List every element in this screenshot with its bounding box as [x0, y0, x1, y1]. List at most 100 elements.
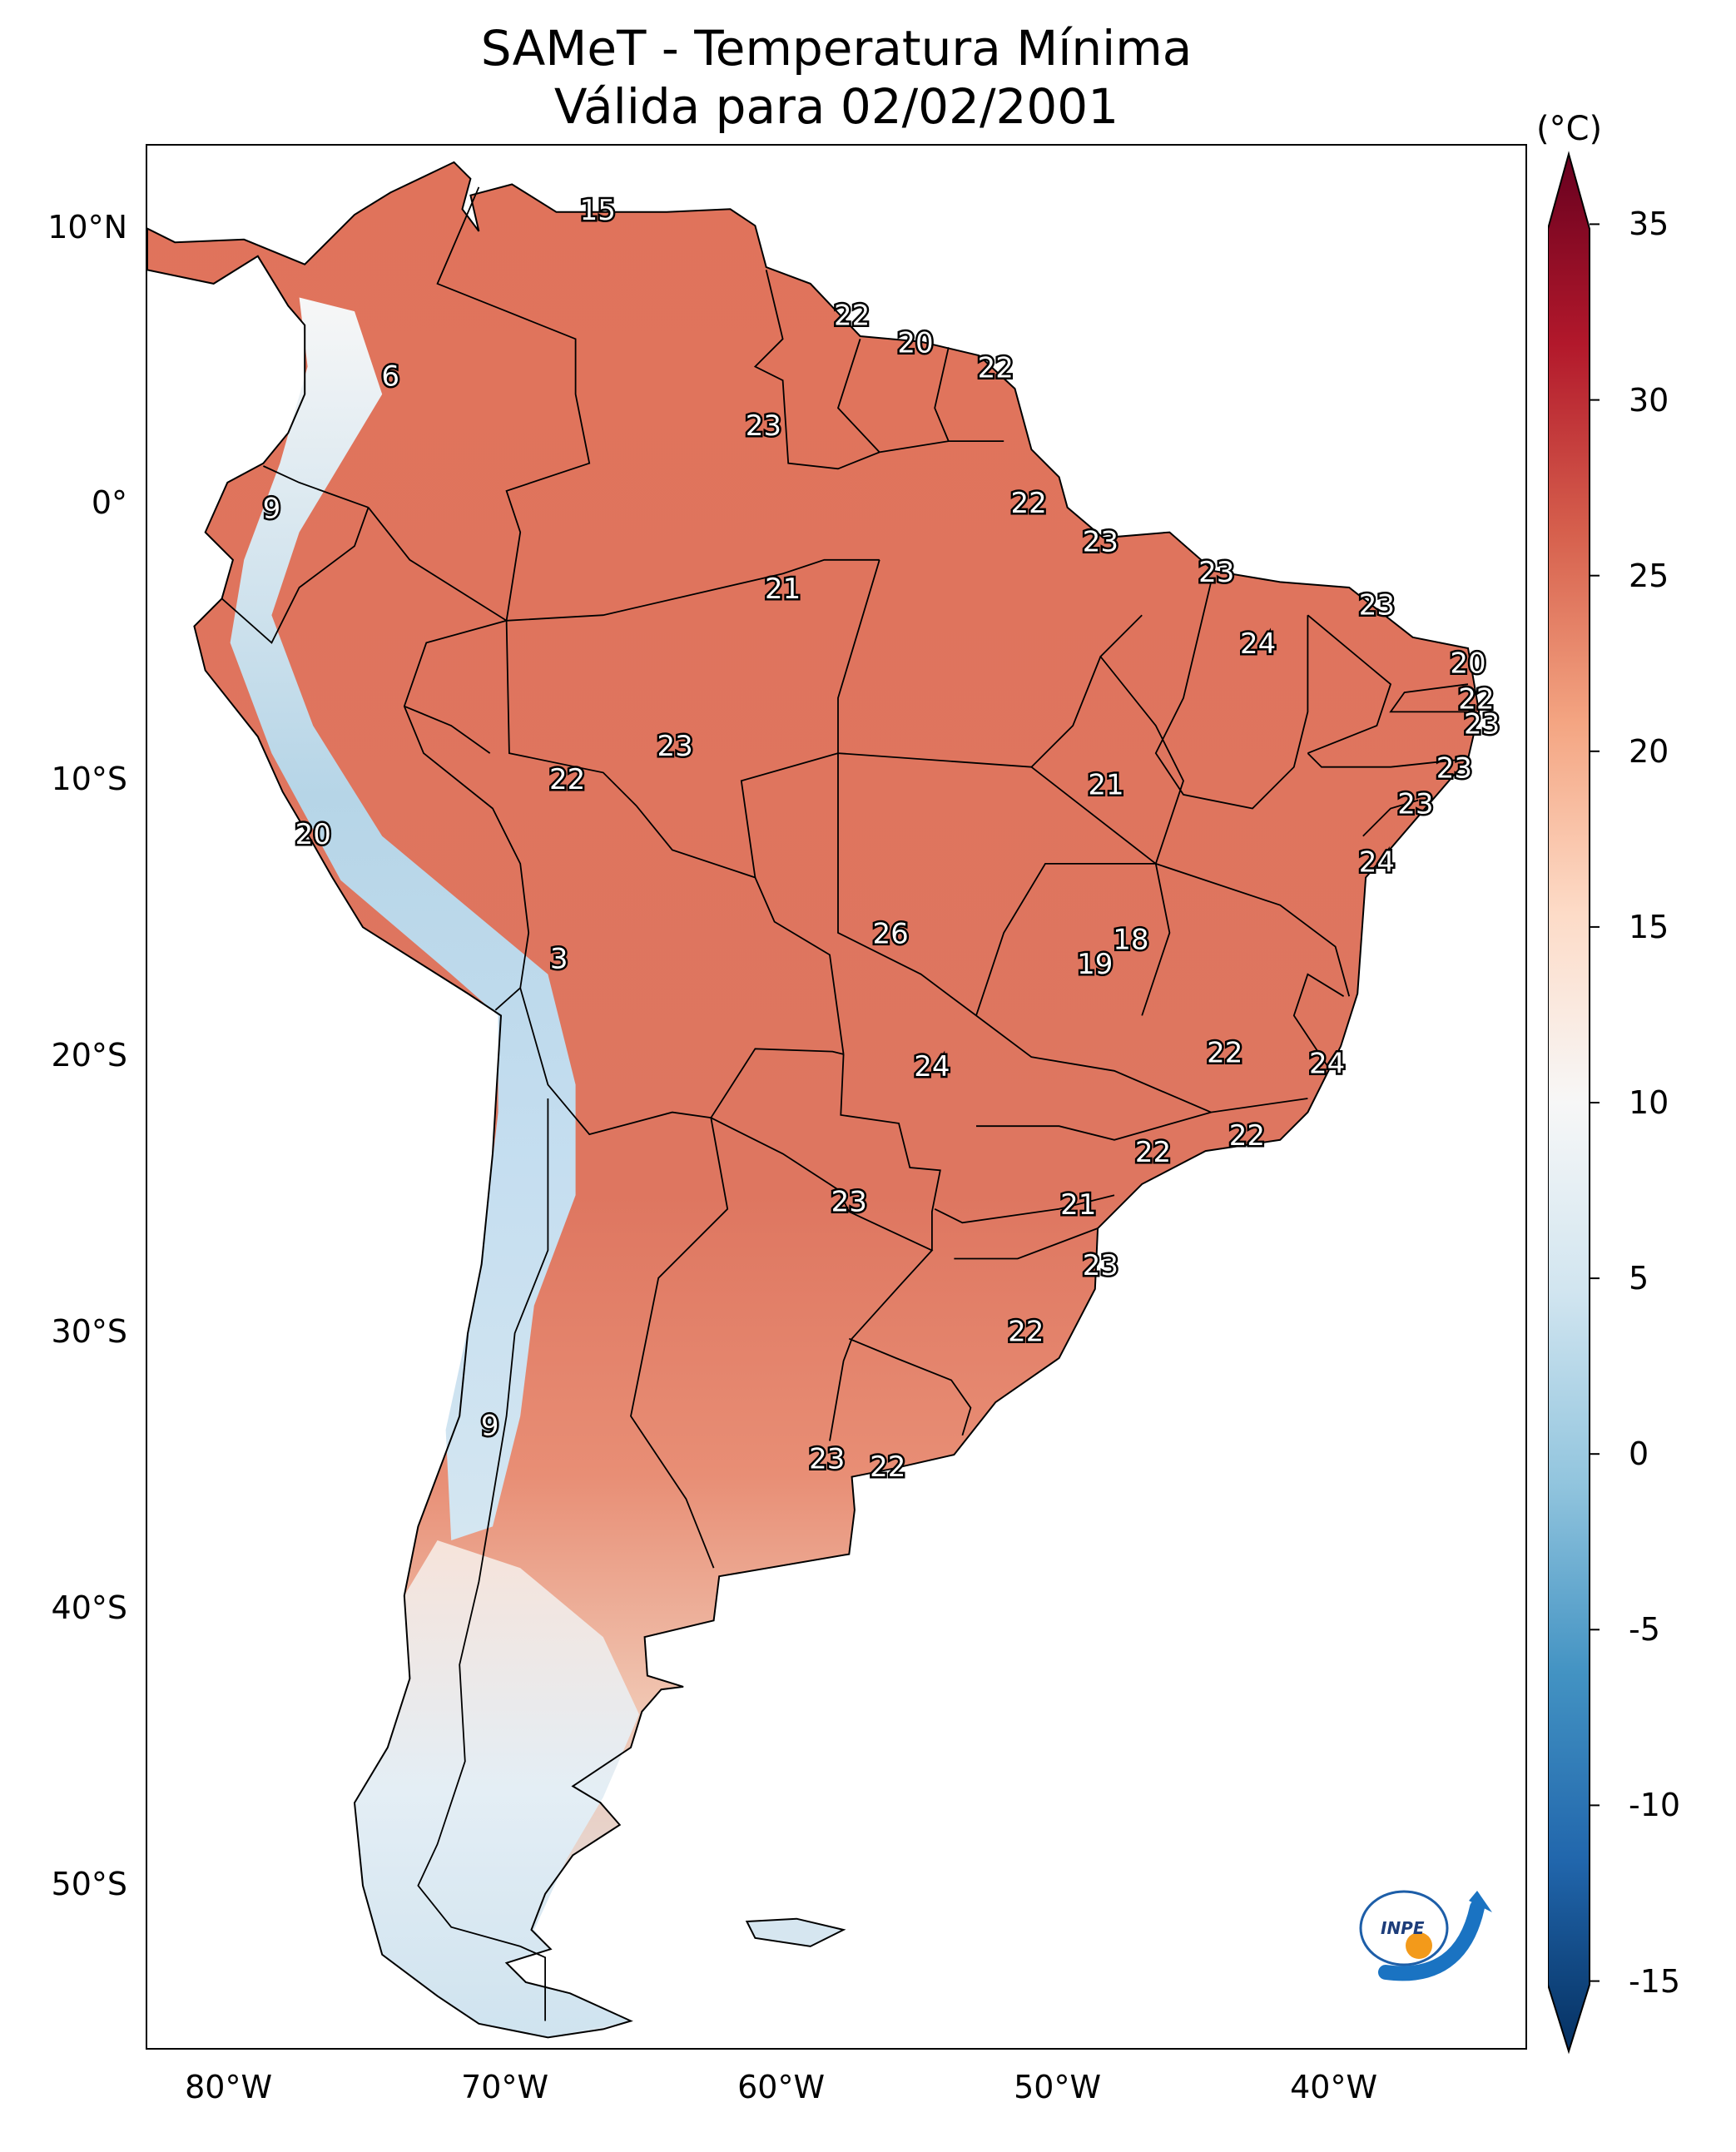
colorbar-tick-label: 25	[1629, 557, 1669, 594]
colorbar-tick-label: 20	[1629, 732, 1669, 770]
border-line	[837, 753, 1308, 1113]
colorbar-tick-label: 10	[1629, 1084, 1669, 1121]
temperature-value-label: 20	[295, 818, 331, 851]
colorbar-tick-label: -15	[1629, 1962, 1681, 2000]
temperature-value-label: 23	[1083, 1249, 1118, 1282]
temperature-value-label: 22	[1008, 1316, 1044, 1349]
temperature-value-label: 23	[1464, 708, 1500, 741]
temperature-value-label: 22	[978, 351, 1014, 384]
latitude-tick-label: 30°S	[51, 1313, 127, 1351]
longitude-tick-label: 40°W	[1290, 2069, 1378, 2105]
map-subtitle: Válida para 02/02/2001	[553, 78, 1119, 135]
border-line	[836, 339, 880, 454]
colorbar-tick-label: 5	[1629, 1260, 1649, 1297]
latitude-tick-label: 40°S	[51, 1589, 127, 1626]
temperature-value-label: 24	[1359, 845, 1395, 879]
colorbar-body	[1548, 151, 1590, 2055]
temperature-value-label: 21	[1088, 769, 1123, 802]
colorbar	[1548, 151, 1600, 2055]
temperature-value-label: 22	[1010, 487, 1046, 520]
colorbar-tick-label: 15	[1629, 908, 1669, 945]
temperature-value-label: 23	[831, 1186, 867, 1219]
border-line	[630, 1118, 729, 1569]
temperature-value-label: 22	[834, 299, 870, 332]
temperature-value-label: 6	[381, 359, 399, 393]
border-line	[975, 863, 1171, 1016]
colorbar-tick-label: -5	[1629, 1611, 1660, 1649]
temperature-value-label: 24	[1240, 627, 1276, 661]
border-line	[753, 270, 1004, 470]
border-line	[519, 987, 844, 1136]
colorbar-tick-label: 30	[1629, 381, 1669, 419]
land-layer	[147, 161, 1481, 2039]
temperature-value-label: 21	[1060, 1188, 1096, 1222]
border-line	[1155, 863, 1351, 997]
logo-text: INPE	[1381, 1918, 1425, 1938]
latitude-tick-label: 10°N	[47, 208, 127, 245]
colorbar-tick-label: -10	[1629, 1787, 1681, 1824]
border-line	[934, 347, 950, 442]
border-line	[505, 620, 845, 1055]
border-line	[367, 507, 530, 1011]
temperature-value-label: 19	[1077, 948, 1113, 981]
latitude-tick-label: 20°S	[51, 1037, 127, 1074]
coastline	[147, 161, 1481, 2039]
temperature-value-label: 23	[1083, 525, 1118, 558]
temperature-value-label: 23	[1436, 752, 1472, 786]
temperature-value-label: 20	[1450, 647, 1486, 680]
border-line	[837, 559, 1102, 768]
border-line	[263, 465, 369, 508]
temperature-value-label: 3	[550, 943, 568, 976]
border-line	[436, 186, 591, 621]
border-line	[848, 1337, 972, 1436]
border-line	[740, 752, 839, 878]
border-line	[506, 558, 880, 622]
temperature-value-label: 23	[1359, 589, 1395, 622]
border-line	[840, 1054, 941, 1251]
patagonia-cold-region	[355, 1540, 639, 2038]
inpe-logo: INPE	[1359, 1890, 1492, 1981]
border-line	[976, 1111, 1212, 1141]
temperature-value-label: 22	[1135, 1136, 1171, 1169]
temperature-value-label: 23	[1397, 788, 1433, 821]
colorbar-tick-label: 35	[1629, 206, 1669, 243]
border-line	[1292, 973, 1345, 1066]
border-line	[404, 705, 491, 754]
border-line	[954, 1227, 1099, 1260]
temperature-value-label: 23	[1198, 556, 1234, 589]
border-line	[1362, 799, 1419, 837]
temperature-value-label: 23	[746, 409, 781, 443]
border-line	[417, 1098, 549, 2021]
border-line	[1030, 614, 1184, 865]
longitude-tick-label: 70°W	[461, 2069, 549, 2105]
colorbar-tick-label: 0	[1629, 1435, 1649, 1473]
map-title: SAMeT - Temperatura Mínima	[480, 20, 1193, 77]
temperature-value-label: 22	[870, 1450, 905, 1484]
temperature-value-label: 21	[765, 573, 801, 606]
temperature-value-label: 18	[1113, 923, 1148, 956]
temperature-value-label: 9	[481, 1409, 499, 1442]
borders-layer	[221, 186, 1474, 2021]
border-line	[934, 1194, 1115, 1224]
longitude-tick-label: 60°W	[737, 2069, 826, 2105]
longitude-tick-label: 50°W	[1014, 2069, 1102, 2105]
temperature-value-label: 24	[1309, 1048, 1345, 1081]
border-line	[1389, 683, 1474, 713]
border-line	[1307, 752, 1469, 768]
border-line	[1307, 614, 1392, 754]
temperature-value-label: 9	[263, 493, 281, 526]
temperature-value-label: 23	[809, 1442, 845, 1475]
temperature-value-label: 22	[1229, 1119, 1265, 1153]
longitude-tick-label: 80°W	[185, 2069, 273, 2105]
latitude-tick-label: 0°	[91, 484, 127, 522]
colorbar-ticks	[1590, 223, 1600, 1982]
map-frame: 15 6 9 22 20 22 23 22 23 21 23 23 24 20 22 23 23 23 23 22 21…	[146, 144, 1527, 2050]
andes-cold-region	[230, 297, 576, 1540]
falkland-islands	[745, 1917, 846, 1947]
latitude-tick-label: 10°S	[51, 761, 127, 798]
temperature-value-label: 24	[914, 1050, 950, 1083]
temperature-value-label: 22	[1207, 1036, 1242, 1069]
latitude-tick-label: 50°S	[51, 1865, 127, 1902]
